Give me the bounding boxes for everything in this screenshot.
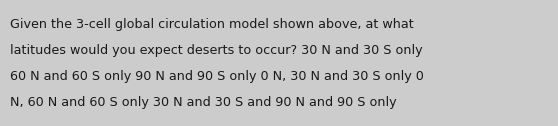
Text: Given the 3-cell global circulation model shown above, at what: Given the 3-cell global circulation mode…	[10, 18, 413, 31]
Text: latitudes would you expect deserts to occur? 30 N and 30 S only: latitudes would you expect deserts to oc…	[10, 44, 422, 57]
Text: N, 60 N and 60 S only 30 N and 30 S and 90 N and 90 S only: N, 60 N and 60 S only 30 N and 30 S and …	[10, 96, 397, 109]
Text: 60 N and 60 S only 90 N and 90 S only 0 N, 30 N and 30 S only 0: 60 N and 60 S only 90 N and 90 S only 0 …	[10, 70, 424, 83]
